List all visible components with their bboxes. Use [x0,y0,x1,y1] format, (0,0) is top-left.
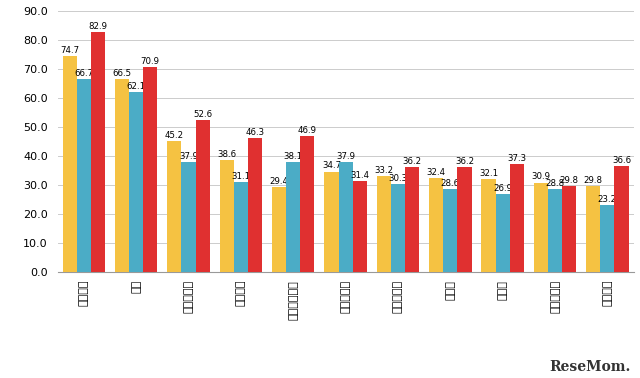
Bar [91,32,105,272]
Text: ReseMom.: ReseMom. [549,360,630,374]
Bar [248,138,262,272]
Text: 30.3: 30.3 [388,174,408,183]
Text: 32.4: 32.4 [427,168,445,177]
Bar [377,176,391,272]
Text: 31.1: 31.1 [231,172,250,181]
Bar [586,186,600,272]
Bar [458,167,472,272]
Text: 32.1: 32.1 [479,169,498,178]
Text: 23.2: 23.2 [598,195,617,204]
Bar [220,160,234,272]
Bar [481,179,495,272]
Bar [391,184,405,272]
Text: 74.7: 74.7 [60,45,79,54]
Text: 29.8: 29.8 [584,176,603,184]
Bar [444,189,458,272]
Bar [405,167,419,272]
Bar [77,79,91,272]
Text: 29.8: 29.8 [560,176,579,184]
Text: 34.7: 34.7 [322,161,341,170]
Bar [534,183,548,272]
Bar [429,178,444,272]
Bar [234,182,248,272]
Bar [286,162,300,272]
Text: 70.9: 70.9 [141,57,160,65]
Bar [143,67,157,272]
Bar [600,205,614,272]
Text: 29.4: 29.4 [269,177,289,186]
Bar [115,79,129,272]
Text: 66.5: 66.5 [113,69,132,78]
Bar [63,56,77,272]
Text: 82.9: 82.9 [88,22,108,31]
Text: 30.9: 30.9 [531,172,550,181]
Text: 46.9: 46.9 [298,126,317,135]
Text: 37.9: 37.9 [179,152,198,161]
Text: 38.6: 38.6 [217,150,236,159]
Text: 38.1: 38.1 [284,152,303,161]
Bar [509,164,524,272]
Text: 52.6: 52.6 [193,110,212,119]
Bar [339,162,353,272]
Text: 36.2: 36.2 [403,157,422,166]
Bar [562,186,576,272]
Text: 26.9: 26.9 [493,184,512,193]
Text: 62.1: 62.1 [127,82,146,91]
Bar [167,141,182,272]
Bar [495,194,509,272]
Bar [548,189,562,272]
Text: 33.2: 33.2 [374,166,394,175]
Text: 28.8: 28.8 [545,178,564,187]
Bar [196,120,210,272]
Text: 66.7: 66.7 [74,69,93,78]
Text: 46.3: 46.3 [246,128,264,137]
Text: 37.9: 37.9 [336,152,355,161]
Bar [300,136,314,272]
Text: 36.2: 36.2 [455,157,474,166]
Bar [353,181,367,272]
Bar [182,162,196,272]
Bar [129,92,143,272]
Bar [324,172,339,272]
Text: 28.6: 28.6 [441,179,460,188]
Text: 31.4: 31.4 [350,171,369,180]
Text: 45.2: 45.2 [165,131,184,140]
Bar [614,166,628,272]
Text: 36.6: 36.6 [612,156,631,165]
Text: 37.3: 37.3 [508,154,526,163]
Bar [272,187,286,272]
